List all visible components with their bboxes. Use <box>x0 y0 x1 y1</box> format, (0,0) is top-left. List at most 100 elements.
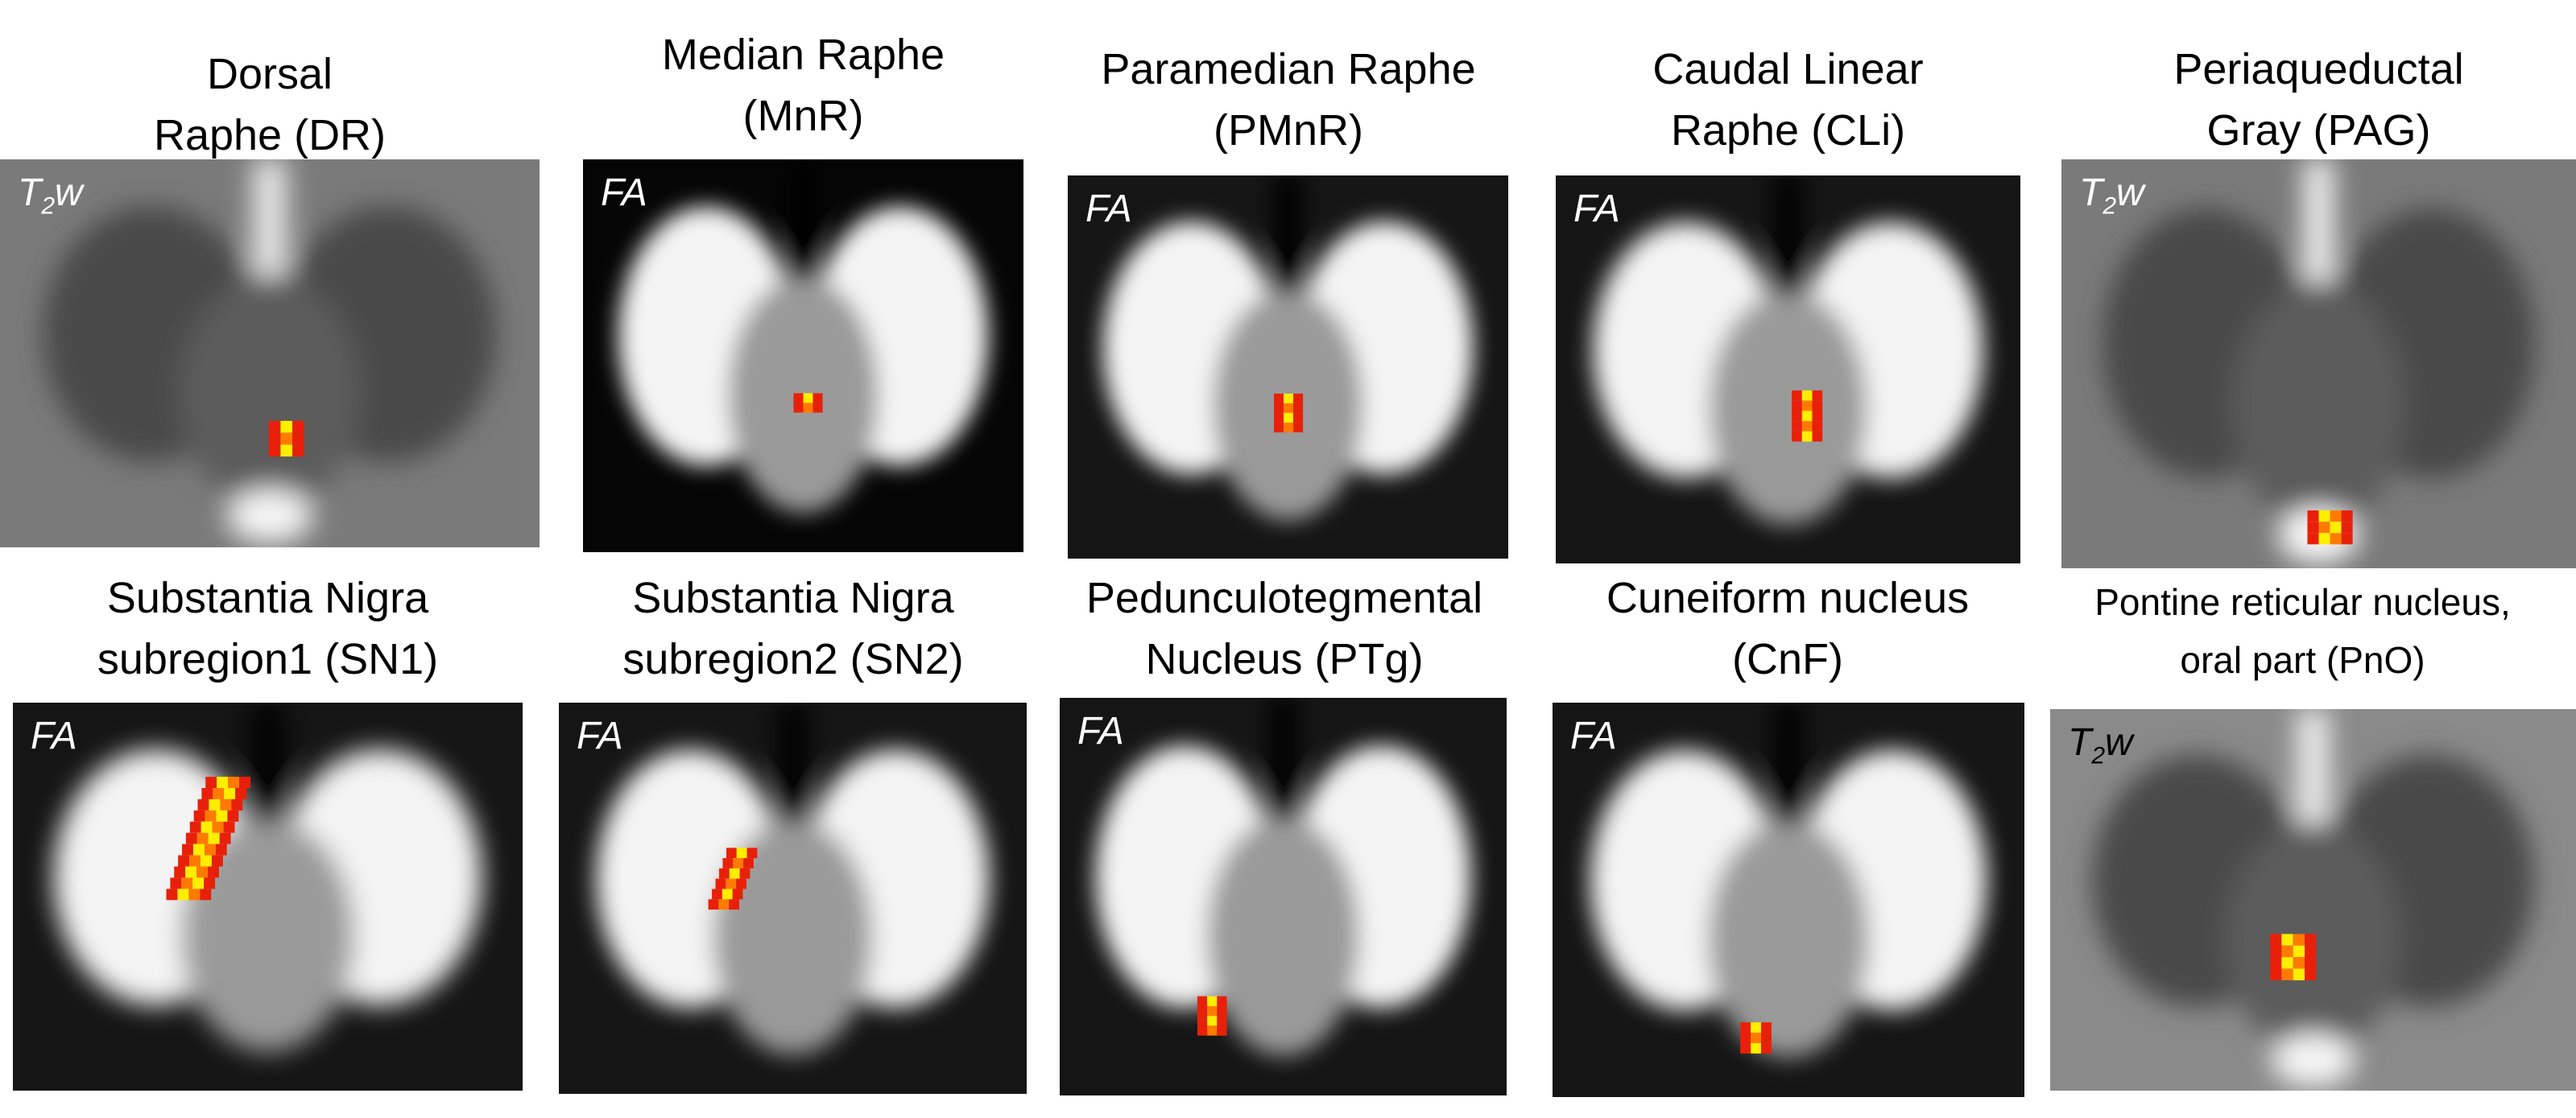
overlay-voxel <box>1197 1005 1208 1017</box>
overlay-voxel <box>208 866 219 878</box>
overlay-voxel <box>201 788 213 799</box>
overlay-voxel <box>1801 390 1813 401</box>
modality-subscript: 2 <box>2103 192 2117 220</box>
overlay-voxel <box>196 866 209 878</box>
modality-text: FA <box>1573 188 1620 230</box>
overlay-voxel <box>189 855 201 867</box>
overlay-voxel <box>204 844 216 856</box>
modality-label: T2w <box>2079 171 2144 221</box>
overlay-voxel <box>2281 934 2293 946</box>
overlay-voxel <box>1217 1016 1227 1026</box>
modality-label: FA <box>577 714 623 758</box>
overlay-voxel <box>1284 423 1294 433</box>
overlay-voxel <box>280 420 293 433</box>
overlay-voxel <box>2318 510 2330 522</box>
overlay-voxel <box>1801 410 1813 422</box>
mri-panel-pno: T2w <box>2050 709 2576 1091</box>
modality-text: FA <box>601 171 647 214</box>
overlay-voxel <box>743 858 754 868</box>
panel-title-cnf: Cuneiform nucleus (CnF) <box>1606 574 1970 683</box>
modality-text: T <box>2068 721 2092 764</box>
overlay-voxel <box>2293 957 2305 969</box>
overlay-voxel <box>1293 413 1304 423</box>
mri-panel-mnr: FA <box>583 159 1023 552</box>
overlay-voxel <box>1207 1016 1218 1026</box>
overlay-voxel <box>181 877 193 889</box>
modality-label: T2w <box>18 171 83 221</box>
modality-suffix: w <box>2116 171 2144 214</box>
overlay-voxel <box>280 432 293 445</box>
overlay-voxel <box>268 420 281 433</box>
overlay-voxel <box>204 877 216 889</box>
overlay-voxel <box>2269 945 2282 958</box>
overlay-voxel <box>726 848 737 859</box>
modality-text: FA <box>577 715 623 757</box>
modality-label: FA <box>1570 714 1617 758</box>
overlay-voxel <box>2307 533 2319 545</box>
overlay-voxel <box>174 866 186 878</box>
overlay-voxel <box>205 777 217 789</box>
overlay-voxel <box>189 821 201 833</box>
overlay-voxel <box>2307 510 2319 522</box>
overlay-voxel <box>736 848 747 859</box>
overlay-voxel <box>280 444 293 457</box>
overlay-voxel <box>722 889 733 900</box>
modality-label: FA <box>601 171 647 215</box>
overlay-voxel <box>2281 957 2293 969</box>
panel-title-ptg: Pedunculotegmental Nucleus (PTg) <box>1085 574 1483 683</box>
overlay-voxel <box>746 848 758 859</box>
overlay-voxel <box>2293 945 2305 958</box>
overlay-voxel <box>1197 1016 1208 1026</box>
overlay-voxel <box>224 788 236 799</box>
overlay-voxel <box>2318 522 2330 534</box>
overlay-voxel <box>708 899 719 910</box>
overlay-voxel <box>2318 533 2330 545</box>
overlay-voxel <box>1801 431 1813 442</box>
overlay-voxel <box>2281 945 2293 958</box>
modality-subscript: 2 <box>2091 742 2106 769</box>
overlay-voxel <box>1217 1005 1227 1017</box>
overlay-voxel <box>2341 510 2353 522</box>
overlay-voxel <box>182 844 193 856</box>
overlay-voxel <box>1284 394 1294 404</box>
overlay-voxel <box>2293 934 2305 946</box>
mri-panel-cnf: FA <box>1553 703 2024 1097</box>
modality-text: T <box>18 171 42 214</box>
overlay-voxel <box>733 858 744 868</box>
overlay-voxel <box>2341 533 2353 545</box>
overlay-voxel <box>235 788 247 799</box>
panel-title-mnr: Median Raphe (MnR) <box>661 31 945 140</box>
modality-label: FA <box>1077 709 1124 753</box>
overlay-voxel <box>1284 413 1294 423</box>
overlay-voxel <box>1812 390 1823 401</box>
overlay-voxel <box>812 402 823 413</box>
overlay-voxel <box>2330 522 2342 534</box>
overlay-voxel <box>268 432 281 445</box>
overlay-voxel <box>1812 431 1823 442</box>
overlay-voxel <box>739 868 750 879</box>
modality-suffix: w <box>2105 721 2133 764</box>
overlay-voxel <box>219 832 231 844</box>
overlay-voxel <box>1293 423 1304 433</box>
modality-text: T <box>2079 171 2103 214</box>
overlay-voxel <box>1293 403 1304 414</box>
overlay-voxel <box>185 832 197 844</box>
overlay-voxel <box>215 844 227 856</box>
overlay-voxel <box>292 420 304 433</box>
overlay-voxel <box>2305 934 2317 946</box>
overlay-voxel <box>192 877 205 889</box>
overlay-voxel <box>2281 968 2293 980</box>
overlay-voxel <box>729 899 739 910</box>
overlay-voxel <box>1207 1005 1218 1017</box>
overlay-voxel <box>1792 421 1802 431</box>
mri-panel-sn2: FA <box>559 703 1027 1094</box>
overlay-voxel <box>1273 423 1284 433</box>
overlay-voxel <box>2330 510 2342 522</box>
overlay-voxel <box>228 777 240 789</box>
overlay-voxel <box>1792 400 1802 411</box>
modality-label: FA <box>1085 187 1132 231</box>
overlay-voxel <box>1207 1025 1218 1036</box>
overlay-voxel <box>1792 390 1802 401</box>
overlay-voxel <box>1761 1042 1772 1054</box>
overlay-voxel <box>2269 934 2282 946</box>
